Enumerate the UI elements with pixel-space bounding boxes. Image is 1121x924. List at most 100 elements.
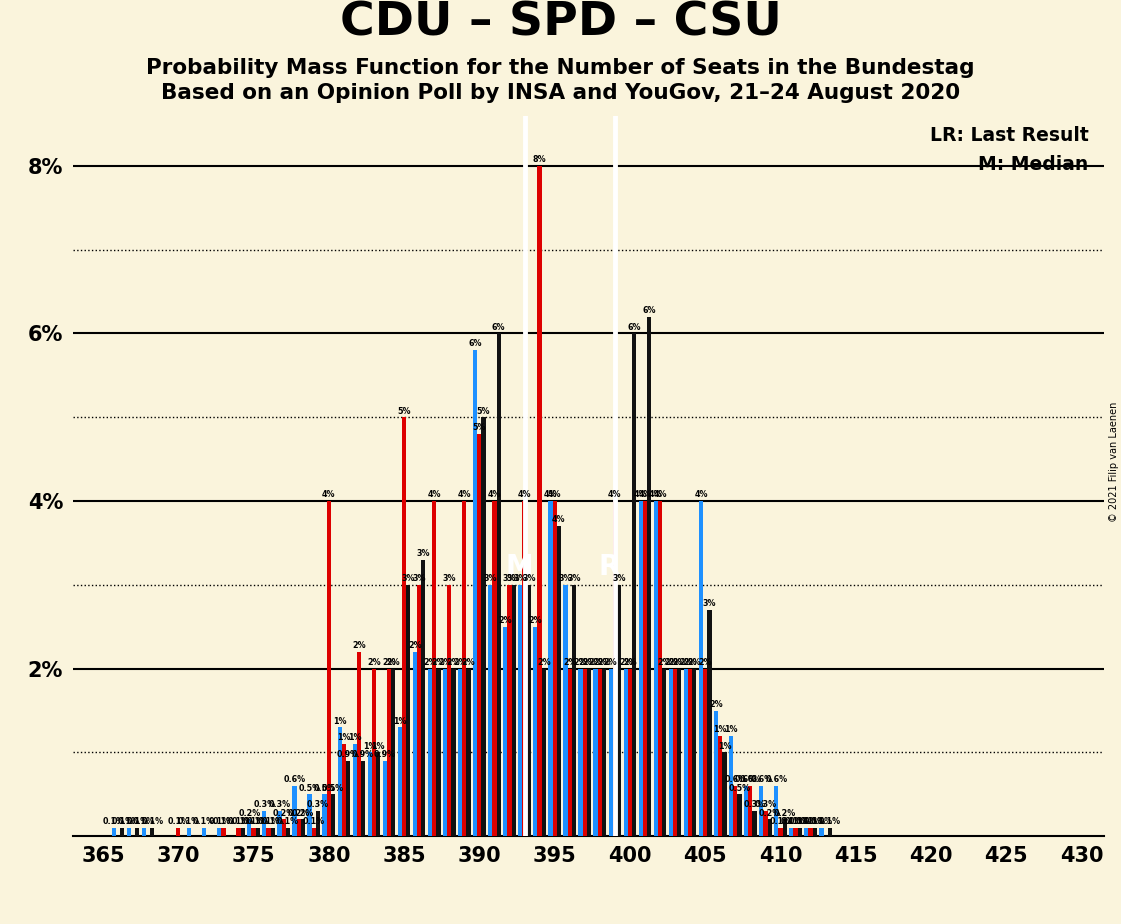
Bar <box>297 820 300 836</box>
Bar <box>729 736 733 836</box>
Bar <box>609 669 613 836</box>
Text: 0.1%: 0.1% <box>804 817 826 826</box>
Bar <box>277 811 281 836</box>
Text: 3%: 3% <box>703 600 716 608</box>
Text: 4%: 4% <box>427 491 441 499</box>
Bar <box>677 669 682 836</box>
Bar <box>136 828 139 836</box>
Bar <box>497 334 501 836</box>
Bar <box>623 669 628 836</box>
Text: 0.1%: 0.1% <box>261 817 284 826</box>
Bar <box>763 811 768 836</box>
Text: 0.3%: 0.3% <box>268 800 290 809</box>
Text: 4%: 4% <box>694 491 707 499</box>
Text: 4%: 4% <box>638 491 651 499</box>
Bar <box>202 828 206 836</box>
Text: 2%: 2% <box>582 658 595 667</box>
Bar <box>707 610 712 836</box>
Text: Based on an Opinion Poll by INSA and YouGov, 21–24 August 2020: Based on an Opinion Poll by INSA and You… <box>161 83 960 103</box>
Bar <box>714 711 719 836</box>
Bar <box>752 811 757 836</box>
Bar <box>270 828 275 836</box>
Text: 0.5%: 0.5% <box>322 784 344 793</box>
Text: 2%: 2% <box>499 616 512 625</box>
Bar <box>572 585 576 836</box>
Text: 4%: 4% <box>488 491 501 499</box>
Bar <box>372 669 376 836</box>
Text: 2%: 2% <box>593 658 606 667</box>
Text: 0.9%: 0.9% <box>373 750 396 760</box>
Text: 0.1%: 0.1% <box>167 817 189 826</box>
Text: 0.1%: 0.1% <box>178 817 201 826</box>
Text: 1%: 1% <box>337 734 351 742</box>
Text: 3%: 3% <box>413 574 426 583</box>
Text: LR: Last Result: LR: Last Result <box>930 126 1088 145</box>
Text: 3%: 3% <box>522 574 536 583</box>
Text: 2%: 2% <box>563 658 576 667</box>
Bar <box>356 651 361 836</box>
Text: 4%: 4% <box>553 516 566 525</box>
Bar <box>307 795 312 836</box>
Text: 3%: 3% <box>567 574 581 583</box>
Text: 0.3%: 0.3% <box>253 800 276 809</box>
Bar <box>267 828 270 836</box>
Bar <box>522 501 527 836</box>
Bar <box>413 651 417 836</box>
Bar <box>127 828 131 836</box>
Text: Probability Mass Function for the Number of Seats in the Bundestag: Probability Mass Function for the Number… <box>146 58 975 78</box>
Bar <box>564 585 567 836</box>
Text: 6%: 6% <box>628 322 641 332</box>
Bar <box>557 526 560 836</box>
Bar <box>368 752 372 836</box>
Text: 0.5%: 0.5% <box>729 784 751 793</box>
Bar <box>808 828 813 836</box>
Bar <box>286 828 290 836</box>
Text: 0.1%: 0.1% <box>193 817 215 826</box>
Text: 1%: 1% <box>333 717 346 725</box>
Bar <box>693 669 696 836</box>
Bar <box>256 828 260 836</box>
Bar <box>548 501 553 836</box>
Text: 2%: 2% <box>537 658 550 667</box>
Text: 4%: 4% <box>457 491 471 499</box>
Text: 0.1%: 0.1% <box>127 817 148 826</box>
Bar <box>473 350 478 836</box>
Bar <box>511 585 516 836</box>
Text: 0.1%: 0.1% <box>810 817 833 826</box>
Bar <box>150 828 155 836</box>
Text: 2%: 2% <box>673 658 686 667</box>
Text: 2%: 2% <box>668 658 682 667</box>
Bar <box>462 501 466 836</box>
Bar <box>722 752 726 836</box>
Bar <box>587 669 591 836</box>
Bar <box>398 727 402 836</box>
Bar <box>458 669 462 836</box>
Text: 0.1%: 0.1% <box>141 817 164 826</box>
Bar <box>733 786 738 836</box>
Text: 0.6%: 0.6% <box>735 775 757 784</box>
Text: 0.1%: 0.1% <box>780 817 803 826</box>
Text: 1%: 1% <box>717 742 731 750</box>
Bar <box>492 501 497 836</box>
Text: 0.2%: 0.2% <box>773 808 796 818</box>
Bar <box>353 744 356 836</box>
Bar <box>346 760 350 836</box>
Bar <box>518 585 522 836</box>
Bar <box>421 560 426 836</box>
Bar <box>663 669 666 836</box>
Text: 4%: 4% <box>518 491 531 499</box>
Text: 4%: 4% <box>544 491 557 499</box>
Bar <box>323 795 326 836</box>
Bar <box>782 820 787 836</box>
Text: 2%: 2% <box>382 658 396 667</box>
Bar <box>684 669 688 836</box>
Text: 1%: 1% <box>713 725 728 734</box>
Text: 3%: 3% <box>483 574 497 583</box>
Bar <box>759 786 763 836</box>
Text: 0.1%: 0.1% <box>303 817 325 826</box>
Bar <box>382 760 387 836</box>
Bar <box>537 165 541 836</box>
Bar <box>602 669 606 836</box>
Bar <box>447 585 452 836</box>
Bar <box>617 585 621 836</box>
